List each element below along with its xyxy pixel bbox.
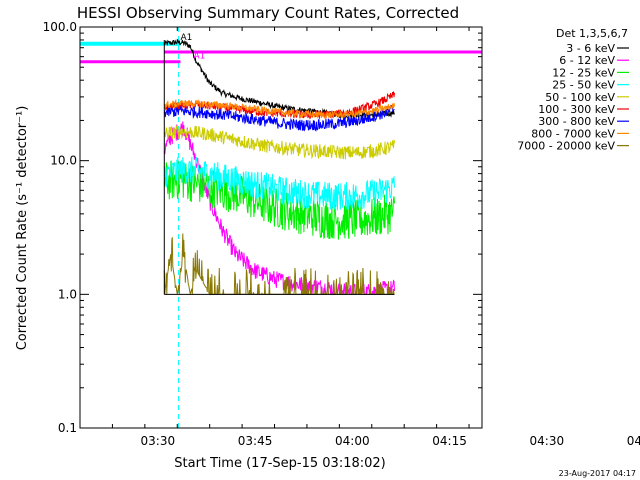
x-tick-label: 04:45 bbox=[627, 434, 640, 448]
y-axis-label: Corrected Count Rate (s⁻¹ detector⁻¹) bbox=[15, 106, 30, 351]
legend-item-label: 300 - 800 keV bbox=[538, 115, 615, 128]
legend-item-label: 800 - 7000 keV bbox=[531, 127, 615, 140]
annotation-label: A1 bbox=[193, 52, 205, 62]
chart-title: HESSI Observing Summary Count Rates, Cor… bbox=[77, 4, 459, 22]
y-tick-label: 1.0 bbox=[58, 287, 77, 301]
axes: 0.1 1.0 10.0 100.0 03:30 03:45 04:00 04:15 04:30… bbox=[43, 20, 640, 448]
series-line-25-50keV bbox=[163, 156, 395, 211]
legend-item-label: 12 - 25 keV bbox=[552, 66, 615, 79]
x-tick-label: 03:30 bbox=[141, 434, 176, 448]
legend-item-label: 25 - 50 keV bbox=[552, 79, 615, 92]
y-tick-label: 0.1 bbox=[58, 421, 77, 435]
legend-item-label: 3 - 6 keV bbox=[566, 42, 615, 55]
series-line-50-100keV bbox=[163, 125, 395, 160]
series-line-800-7000keV bbox=[163, 98, 395, 120]
legend-item-label: 7000 - 20000 keV bbox=[517, 140, 615, 153]
legend-title: Det 1,3,5,6,7 bbox=[556, 27, 628, 40]
annotation-label: A1 bbox=[181, 33, 193, 43]
x-tick-label: 04:00 bbox=[335, 434, 370, 448]
x-axis-label: Start Time (17-Sep-15 03:18:02) bbox=[174, 456, 385, 471]
x-tick-label: 04:30 bbox=[530, 434, 565, 448]
y-tick-label: 10.0 bbox=[50, 154, 77, 168]
series-line-7000-20000keV bbox=[163, 233, 395, 296]
series-line-300-800keV bbox=[163, 104, 395, 132]
x-tick-label: 04:15 bbox=[432, 434, 467, 448]
plot-frame bbox=[79, 26, 483, 429]
footer-date: 23-Aug-2017 04:17 bbox=[559, 469, 636, 478]
y-tick-label: 100.0 bbox=[43, 20, 77, 34]
series-line-12-25keV bbox=[163, 160, 395, 240]
legend-item-label: 6 - 12 keV bbox=[559, 54, 615, 67]
legend-item-label: 100 - 300 keV bbox=[538, 103, 615, 116]
legend-item-label: 50 - 100 keV bbox=[545, 91, 615, 104]
x-tick-label: 03:45 bbox=[238, 434, 273, 448]
